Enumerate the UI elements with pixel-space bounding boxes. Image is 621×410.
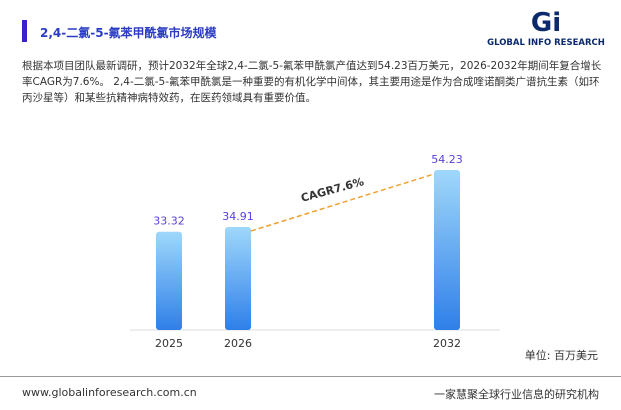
value-label: 34.91 (222, 210, 254, 223)
bar (434, 170, 460, 330)
chart: 单位: 百万美元 33.32 2025 34.91 2026 54.23 2032 CAGR… (130, 153, 598, 362)
description: 根据本项目团队最新调研，预计2032年全球2,4-二氯-5-氟苯甲酰氯产值达到5… (22, 60, 602, 104)
bar (225, 227, 251, 330)
title-accent (22, 20, 27, 42)
logo-text: GLOBAL INFO RESEARCH (487, 38, 605, 48)
footer-rule (0, 376, 621, 377)
x-tick-label: 2032 (433, 337, 461, 350)
footer-slogan: 一家慧聚全球行业信息的研究机构 (434, 388, 599, 401)
value-label: 33.32 (153, 215, 185, 228)
bar (156, 231, 182, 330)
logo: Gi GLOBAL INFO RESEARCH (486, 8, 606, 48)
cagr-label: CAGR7.6% (299, 175, 365, 205)
x-tick-label: 2025 (155, 337, 183, 350)
x-tick-label: 2026 (224, 337, 252, 350)
header: 2,4-二氯-5-氟苯甲酰氯市场规模 Gi GLOBAL INFO RESEAR… (0, 0, 621, 52)
chart-title: 2,4-二氯-5-氟苯甲酰氯市场规模 (40, 26, 217, 40)
unit-label: 单位: 百万美元 (525, 348, 598, 362)
value-label: 54.23 (431, 153, 463, 166)
logo-mark: Gi (530, 8, 562, 38)
footer-url: www.globalinforesearch.com.cn (22, 386, 197, 399)
